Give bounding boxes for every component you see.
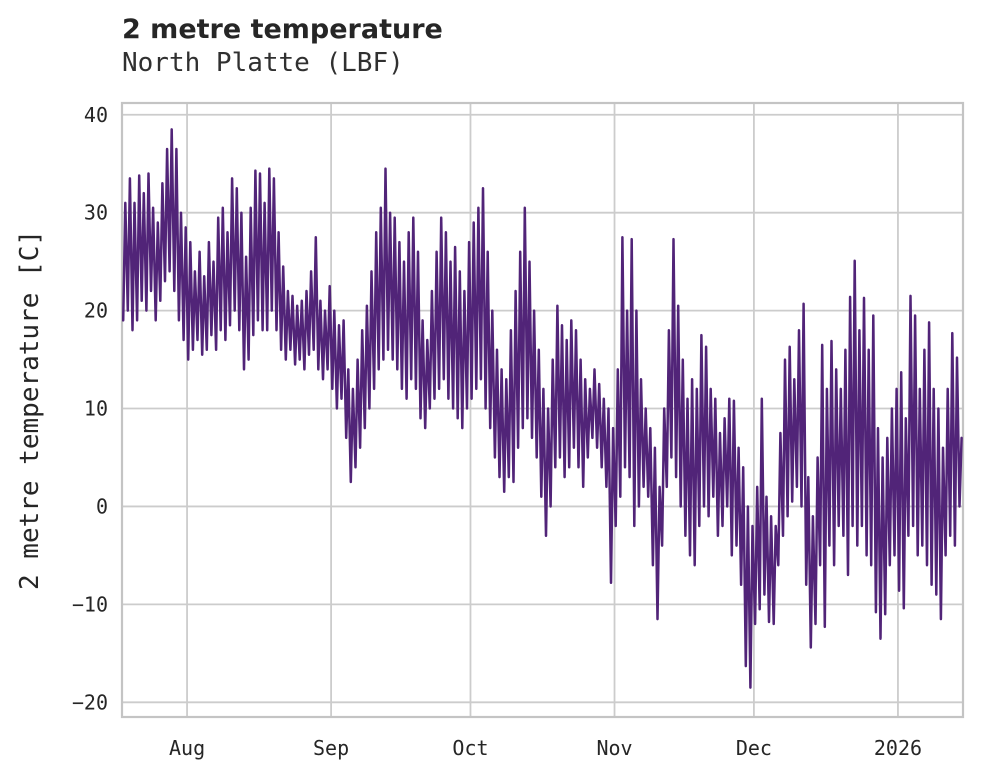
x-tick-label: 2026	[874, 736, 922, 760]
x-tick-label: Aug	[169, 736, 205, 760]
plot-border	[120, 101, 965, 719]
y-tick-label: −20	[72, 690, 108, 714]
x-tick-label: Nov	[596, 736, 632, 760]
y-tick-label: 0	[96, 494, 108, 518]
chart-subtitle: North Platte (LBF)	[122, 48, 404, 78]
x-tick-label: Sep	[313, 736, 349, 760]
x-tick-label: Oct	[452, 736, 488, 760]
y-tick-label: −10	[72, 592, 108, 616]
y-tick-label: 10	[84, 397, 108, 421]
x-tick-label: Dec	[736, 736, 772, 760]
y-tick-label: 40	[84, 103, 108, 127]
temperature-line	[122, 128, 963, 689]
y-tick-label: 30	[84, 201, 108, 225]
chart-title: 2 metre temperature	[122, 14, 443, 45]
y-tick-label: 20	[84, 299, 108, 323]
